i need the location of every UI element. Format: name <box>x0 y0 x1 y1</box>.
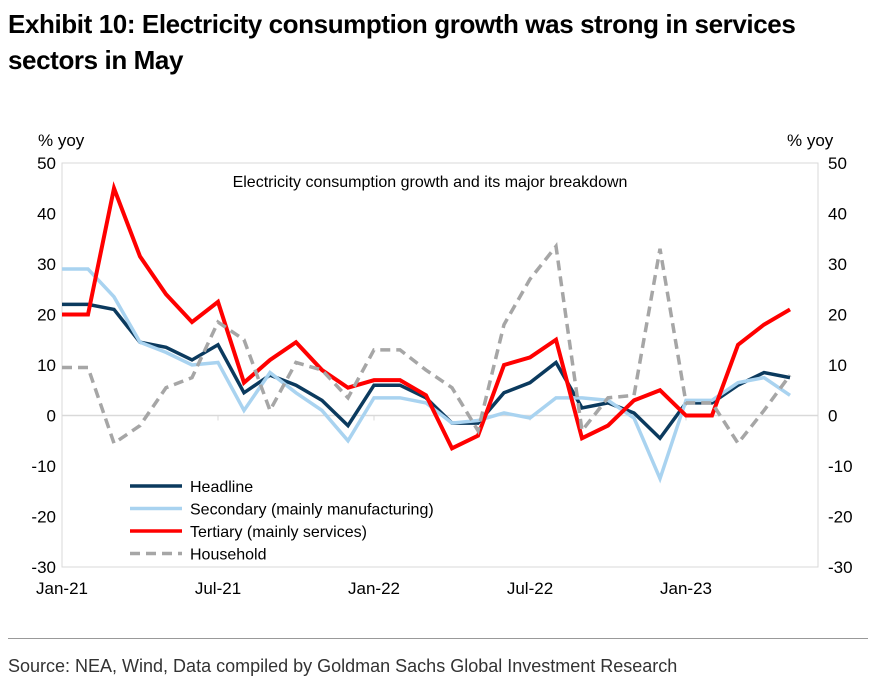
y-tick-right: 10 <box>828 356 847 375</box>
x-tick-label: Jan-23 <box>660 579 712 598</box>
y-tick-left: 10 <box>37 356 56 375</box>
source-note: Source: NEA, Wind, Data compiled by Gold… <box>8 656 678 676</box>
legend-label: Headline <box>190 479 253 496</box>
y-tick-right: 20 <box>828 306 847 325</box>
y-tick-right: -20 <box>828 508 853 527</box>
x-tick-label: Jul-22 <box>507 579 553 598</box>
y-tick-left: -10 <box>31 457 56 476</box>
chart-title: Exhibit 10: Electricity consumption grow… <box>8 9 796 75</box>
y-tick-right: 50 <box>828 154 847 173</box>
y-label-left: % yoy <box>38 131 85 150</box>
y-tick-left: 0 <box>47 407 56 426</box>
x-tick-label: Jul-21 <box>195 579 241 598</box>
y-tick-right: -30 <box>828 558 853 577</box>
y-tick-left: -30 <box>31 558 56 577</box>
y-tick-right: 40 <box>828 205 847 224</box>
y-tick-right: -10 <box>828 457 853 476</box>
y-tick-left: 20 <box>37 306 56 325</box>
y-tick-left: 50 <box>37 154 56 173</box>
x-tick-label: Jan-21 <box>36 579 88 598</box>
series-line-tertiary <box>62 181 792 451</box>
legend-label: Household <box>190 547 267 564</box>
y-tick-left: 40 <box>37 205 56 224</box>
y-tick-right: 0 <box>828 407 837 426</box>
y-tick-left: -20 <box>31 508 56 527</box>
legend-label: Tertiary (mainly services) <box>190 524 367 541</box>
plot-frame <box>61 162 819 568</box>
chart-subtitle: Electricity consumption growth and its m… <box>233 174 628 191</box>
line-chart: 50 50 40 40 30 30 20 20 10 10 0 0 -10 -10 -20 -20 -30 -30… <box>31 131 853 598</box>
y-tick-right: 30 <box>828 255 847 274</box>
series-line-secondary <box>62 267 791 484</box>
divider <box>8 638 868 639</box>
x-tick-label: Jan-22 <box>348 579 400 598</box>
y-label-right: % yoy <box>787 131 834 150</box>
series-line-household <box>62 242 792 447</box>
legend-label: Secondary (mainly manufacturing) <box>190 502 434 519</box>
y-tick-left: 30 <box>37 255 56 274</box>
